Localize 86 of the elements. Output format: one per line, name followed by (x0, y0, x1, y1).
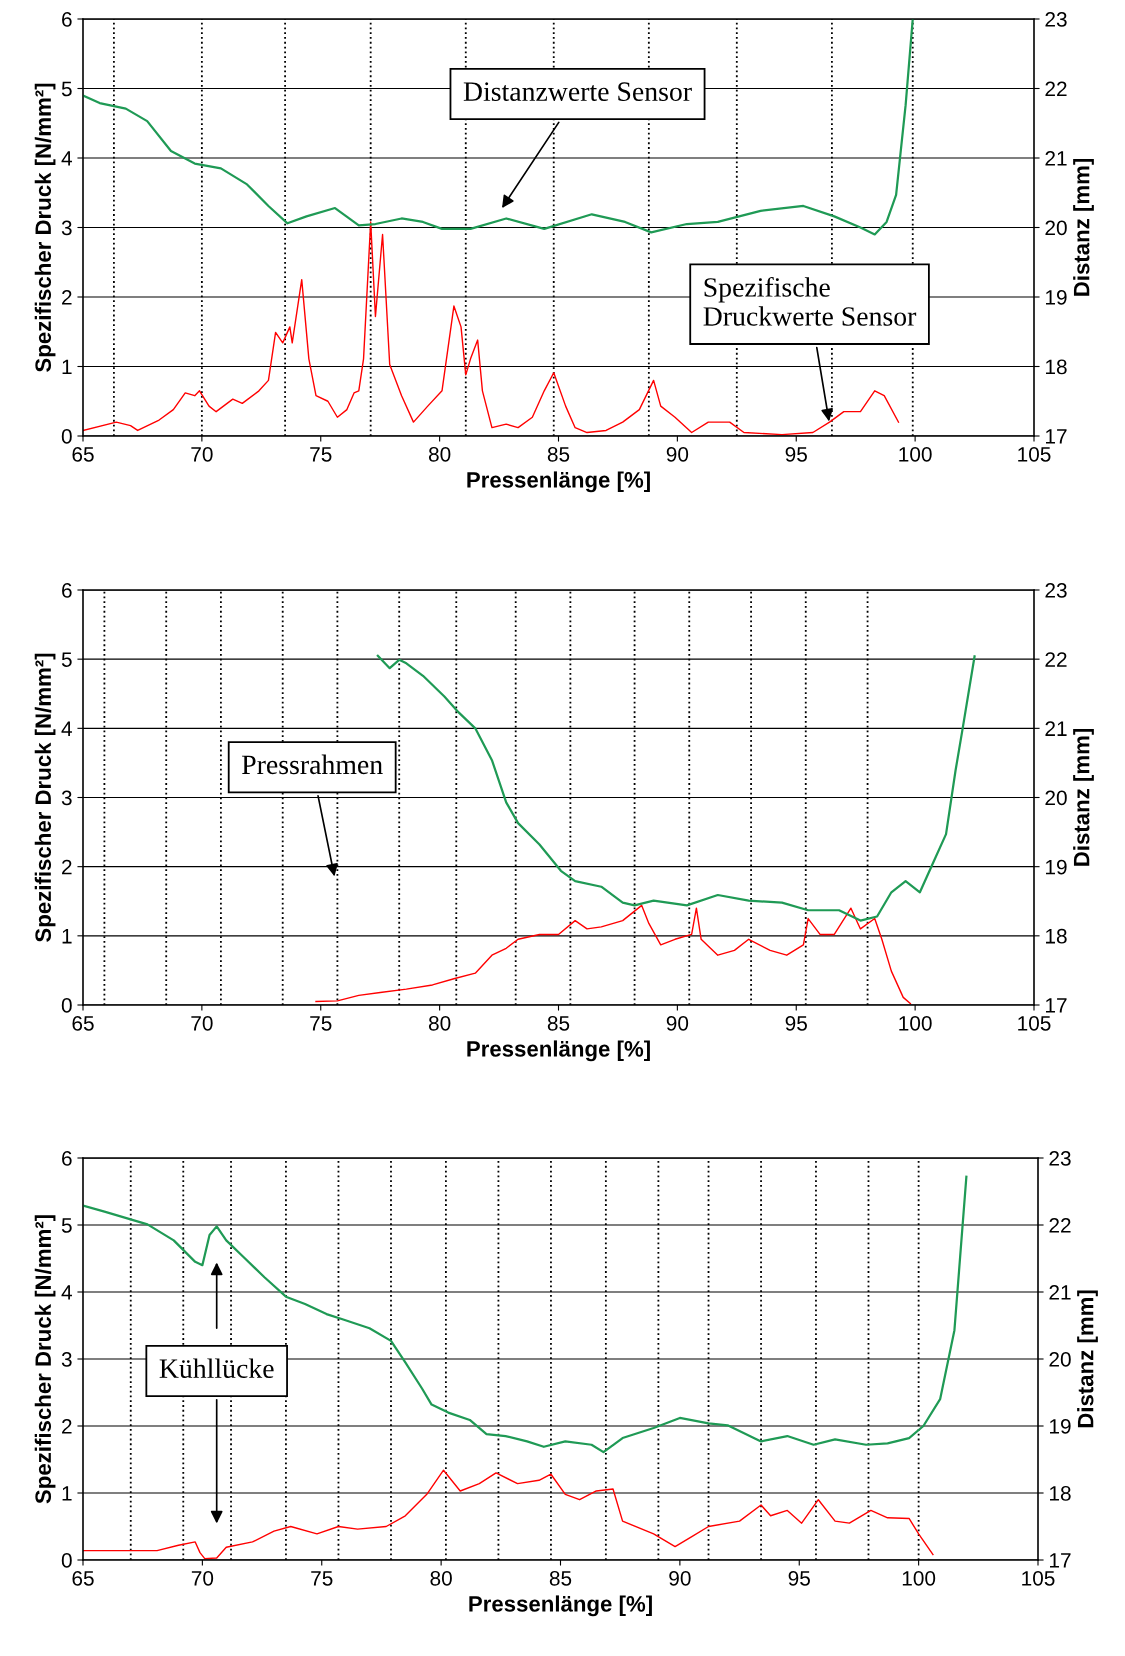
y-tick-label: 4 (61, 721, 72, 736)
y-tick-label: 1 (62, 1486, 72, 1501)
x-tick-label: 70 (191, 1015, 213, 1031)
y-tick-label: 3 (61, 1352, 72, 1367)
line-series (83, 19, 914, 236)
x-tick-label: 85 (547, 446, 570, 462)
y-tick-label: 2 (62, 1419, 72, 1434)
x-tick-label: 65 (72, 1015, 94, 1031)
y-tick-label: 6 (62, 1151, 72, 1166)
x-tick-label: 105 (1022, 1570, 1055, 1586)
x-axis-title: Pressenlänge [%] (467, 1040, 650, 1062)
y-tick-label: 2 (62, 290, 72, 305)
y2-tick-label: 18 (1050, 1486, 1071, 1501)
line-series (315, 904, 912, 1005)
x-axis-title: Pressenlänge [%] (469, 1595, 652, 1617)
y-tick-label: 6 (62, 12, 72, 27)
y2-tick-label: 18 (1046, 928, 1067, 944)
y2-tick-label: 19 (1046, 290, 1067, 305)
y2-tick-label: 23 (1045, 583, 1067, 598)
y-tick-label: 0 (61, 998, 72, 1013)
x-tick-label: 75 (310, 447, 332, 462)
y-tick-label: 3 (61, 220, 72, 236)
y-tick-label: 2 (62, 859, 72, 875)
x-tick-label: 90 (669, 1570, 691, 1586)
y2-tick-label: 21 (1045, 721, 1067, 736)
x-tick-label: 95 (788, 1570, 810, 1586)
y2-tick-label: 17 (1046, 998, 1067, 1013)
y2-tick-label: 22 (1045, 652, 1067, 667)
annotation: Pressrahmen (242, 754, 383, 775)
y2-tick-label: 17 (1046, 429, 1067, 444)
x-tick-label: 95 (785, 1015, 807, 1031)
y-tick-label: 4 (61, 151, 72, 166)
y2-tick-label: 18 (1046, 359, 1067, 375)
y-tick-label: 1 (62, 929, 72, 944)
y2-tick-label: 21 (1049, 1285, 1071, 1300)
x-tick-label: 65 (72, 1570, 94, 1586)
annotation: Distanzwerte Sensor (463, 82, 692, 102)
y2-tick-label: 23 (1049, 1151, 1071, 1166)
y-axis-title: Spezifischer Druck [N/mm²] (34, 1215, 56, 1504)
y-axis-title: Spezifischer Druck [N/mm²] (34, 653, 56, 942)
y2-tick-label: 22 (1045, 81, 1067, 97)
y2-axis-title: Distanz [mm] (1073, 728, 1094, 866)
x-tick-label: 105 (1018, 1015, 1051, 1031)
annotation: Spezifische Druckwerte Sensor (703, 276, 917, 326)
y2-axis-title: Distanz [mm] (1073, 158, 1094, 296)
x-axis-title: Pressenlänge [%] (467, 471, 650, 493)
x-tick-label: 100 (899, 446, 932, 462)
x-tick-label: 70 (191, 446, 213, 462)
y-tick-label: 5 (61, 81, 72, 97)
x-tick-label: 100 (902, 1570, 936, 1586)
x-tick-label: 80 (428, 446, 451, 462)
x-tick-label: 70 (191, 1570, 214, 1586)
y2-tick-label: 17 (1050, 1553, 1071, 1568)
x-tick-label: 90 (666, 1015, 689, 1031)
y2-tick-label: 19 (1046, 859, 1067, 875)
y-tick-label: 6 (62, 583, 72, 598)
y2-tick-label: 21 (1045, 151, 1067, 166)
annotation: Kühllücke (159, 1358, 274, 1379)
y-tick-label: 1 (62, 359, 72, 375)
line-series (83, 1175, 968, 1454)
y-tick-label: 4 (61, 1285, 72, 1300)
y-tick-label: 0 (61, 1553, 72, 1568)
y-axis-title: Spezifischer Druck [N/mm²] (34, 83, 56, 372)
x-tick-label: 80 (428, 1015, 451, 1031)
x-tick-label: 100 (899, 1015, 932, 1031)
x-tick-label: 75 (310, 1016, 332, 1031)
y-tick-label: 3 (61, 790, 72, 806)
x-tick-label: 75 (311, 1571, 333, 1586)
y-tick-label: 0 (61, 429, 72, 444)
x-tick-label: 80 (430, 1570, 452, 1586)
x-tick-label: 65 (72, 446, 94, 462)
y2-tick-label: 20 (1045, 220, 1067, 236)
y2-tick-label: 19 (1050, 1419, 1071, 1434)
x-tick-label: 90 (666, 446, 689, 462)
y2-tick-label: 22 (1049, 1218, 1071, 1233)
x-tick-label: 85 (549, 1570, 572, 1586)
x-tick-label: 85 (547, 1015, 570, 1031)
x-tick-label: 95 (785, 446, 807, 462)
y2-tick-label: 23 (1045, 12, 1067, 27)
line-series (83, 1469, 934, 1560)
y2-tick-label: 20 (1049, 1352, 1071, 1367)
x-tick-label: 105 (1018, 446, 1051, 462)
y2-axis-title: Distanz [mm] (1077, 1290, 1098, 1428)
y-tick-label: 5 (61, 652, 72, 667)
y2-tick-label: 20 (1045, 790, 1067, 806)
y-tick-label: 5 (61, 1218, 72, 1233)
